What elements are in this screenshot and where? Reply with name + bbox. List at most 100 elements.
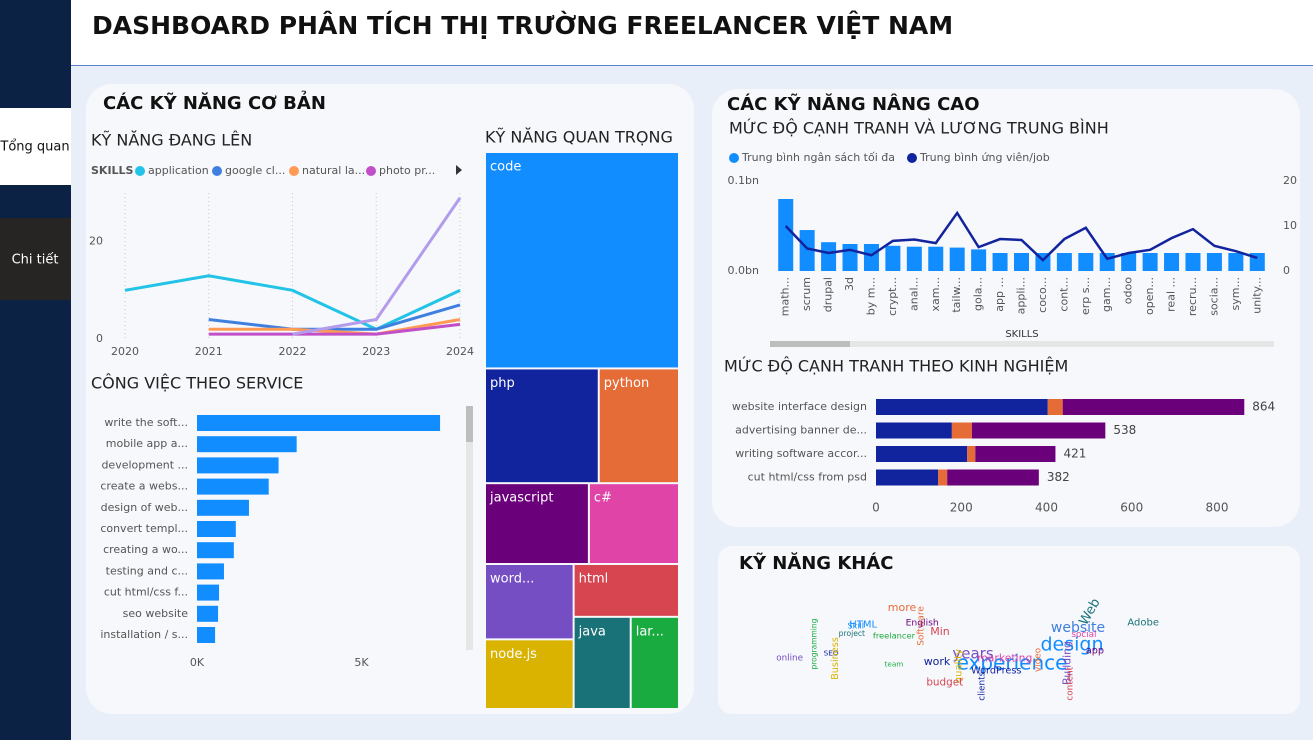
x-tick-label: tailw... bbox=[950, 277, 963, 313]
legend-marker bbox=[366, 166, 376, 176]
data-label: 421 bbox=[1063, 447, 1086, 461]
page-title: DASHBOARD PHÂN TÍCH THỊ TRƯỜNG FREELANCE… bbox=[92, 10, 953, 40]
cell-label: javascript bbox=[489, 491, 553, 506]
treemap-cell bbox=[631, 617, 678, 708]
word: social bbox=[1071, 630, 1096, 640]
panel-title: KỸ NĂNG KHÁC bbox=[739, 551, 894, 574]
y-tick-label: 0.0bn bbox=[728, 264, 759, 277]
cell-label: lar... bbox=[636, 624, 664, 639]
x-tick-label: 2024 bbox=[446, 345, 474, 358]
scroll-thumb[interactable] bbox=[466, 406, 473, 442]
legend-label: Trung bình ứng viên/job bbox=[919, 151, 1050, 164]
x-tick-label: odoo bbox=[1122, 277, 1135, 304]
x-tick-label: gola... bbox=[972, 277, 985, 311]
scroll-thumb[interactable] bbox=[770, 341, 850, 347]
word: freelancer bbox=[873, 631, 916, 641]
bar bbox=[1142, 253, 1158, 271]
y-tick-label: cut html/css from psd bbox=[748, 471, 867, 484]
bar bbox=[906, 246, 922, 271]
bar-segment bbox=[1062, 399, 1245, 415]
panel-title: CÁC KỸ NĂNG CƠ BẢN bbox=[103, 91, 326, 114]
bar bbox=[197, 627, 216, 643]
x-tick-label: real ... bbox=[1165, 277, 1178, 312]
cell-label: java bbox=[578, 624, 606, 639]
x-tick-label: unity... bbox=[1250, 277, 1263, 314]
treemap-cell bbox=[574, 617, 630, 708]
x-tick-label: gam... bbox=[1100, 277, 1113, 312]
x-tick-label: 5K bbox=[354, 656, 369, 669]
data-label: 864 bbox=[1252, 400, 1275, 414]
bar bbox=[197, 521, 236, 537]
bar bbox=[1228, 253, 1244, 271]
bar-segment bbox=[876, 422, 952, 439]
y-tick-label: convert templ... bbox=[100, 522, 188, 535]
x-tick-label: 0 bbox=[872, 501, 880, 515]
x-tick-label: appli... bbox=[1015, 277, 1028, 314]
bar bbox=[197, 499, 249, 516]
bar bbox=[197, 457, 279, 474]
x-tick-label: scrum bbox=[800, 277, 813, 311]
nav-tab[interactable] bbox=[0, 108, 71, 185]
word: more bbox=[888, 601, 917, 614]
y-tick-label: create a webs... bbox=[100, 480, 188, 493]
bar-segment bbox=[876, 399, 1048, 415]
treemap-cell bbox=[486, 565, 573, 639]
bar bbox=[197, 478, 269, 495]
legend-label: natural la... bbox=[302, 164, 365, 177]
y-tick-label: seo website bbox=[123, 607, 189, 620]
chart-title: KỸ NĂNG ĐANG LÊN bbox=[91, 131, 252, 150]
bar bbox=[197, 563, 224, 580]
y2-tick-label: 10 bbox=[1283, 219, 1297, 232]
word: HTML bbox=[849, 619, 877, 630]
x-tick-label: socia... bbox=[1207, 277, 1220, 316]
x-tick-label: 2023 bbox=[362, 345, 390, 358]
legend-marker bbox=[135, 166, 145, 176]
legend-label: photo pr... bbox=[379, 164, 435, 177]
x-tick-label: math... bbox=[779, 277, 792, 316]
x-tick-label: 200 bbox=[950, 501, 973, 515]
word: Min bbox=[930, 625, 950, 638]
series-line bbox=[784, 210, 1258, 262]
legend-marker bbox=[289, 166, 299, 176]
word: Business bbox=[830, 637, 841, 680]
nav-label[interactable]: Chi tiết bbox=[12, 253, 59, 268]
y2-tick-label: 20 bbox=[1283, 174, 1297, 187]
y-tick-label: mobile app a... bbox=[106, 437, 188, 450]
nav-label[interactable]: Tổng quan bbox=[0, 140, 70, 155]
x-tick-label: 3d bbox=[843, 277, 856, 291]
scrollbar[interactable] bbox=[770, 341, 1274, 347]
word: WordPress bbox=[971, 665, 1021, 676]
x-tick-label: by m... bbox=[864, 277, 877, 315]
x-tick-label: xam... bbox=[929, 277, 942, 311]
nav-tab[interactable] bbox=[0, 218, 71, 300]
bar bbox=[1078, 253, 1094, 271]
bar-segment bbox=[975, 446, 1056, 462]
scrollbar[interactable] bbox=[466, 406, 473, 650]
x-tick-label: crypt... bbox=[886, 277, 899, 316]
word: clients bbox=[978, 671, 988, 700]
legend-label: application bbox=[148, 164, 209, 177]
y-tick-label: write the soft... bbox=[104, 416, 188, 429]
series-line bbox=[208, 303, 461, 331]
legend-label: Trung bình ngân sách tối đa bbox=[741, 151, 895, 164]
panel bbox=[712, 89, 1300, 527]
x-tick-label: recru... bbox=[1186, 277, 1199, 316]
bar bbox=[949, 247, 965, 271]
word: experience bbox=[957, 651, 1068, 675]
legend-scroll[interactable] bbox=[456, 165, 462, 175]
bar bbox=[1014, 253, 1029, 271]
series-line bbox=[208, 318, 461, 336]
x-tick-label: coco... bbox=[1036, 277, 1049, 313]
bar bbox=[1056, 253, 1072, 271]
word: budget bbox=[926, 676, 963, 688]
bar-segment bbox=[951, 422, 972, 439]
word: SEO bbox=[824, 648, 839, 657]
x-tick-label: 800 bbox=[1206, 501, 1229, 515]
bar bbox=[1099, 253, 1115, 271]
legend-marker bbox=[729, 153, 739, 163]
bar-segment bbox=[876, 446, 968, 462]
series-line bbox=[124, 274, 461, 331]
bar-segment bbox=[1047, 399, 1063, 415]
bar bbox=[1185, 253, 1201, 271]
panel-title: CÁC KỸ NĂNG NÂNG CAO bbox=[727, 92, 980, 115]
